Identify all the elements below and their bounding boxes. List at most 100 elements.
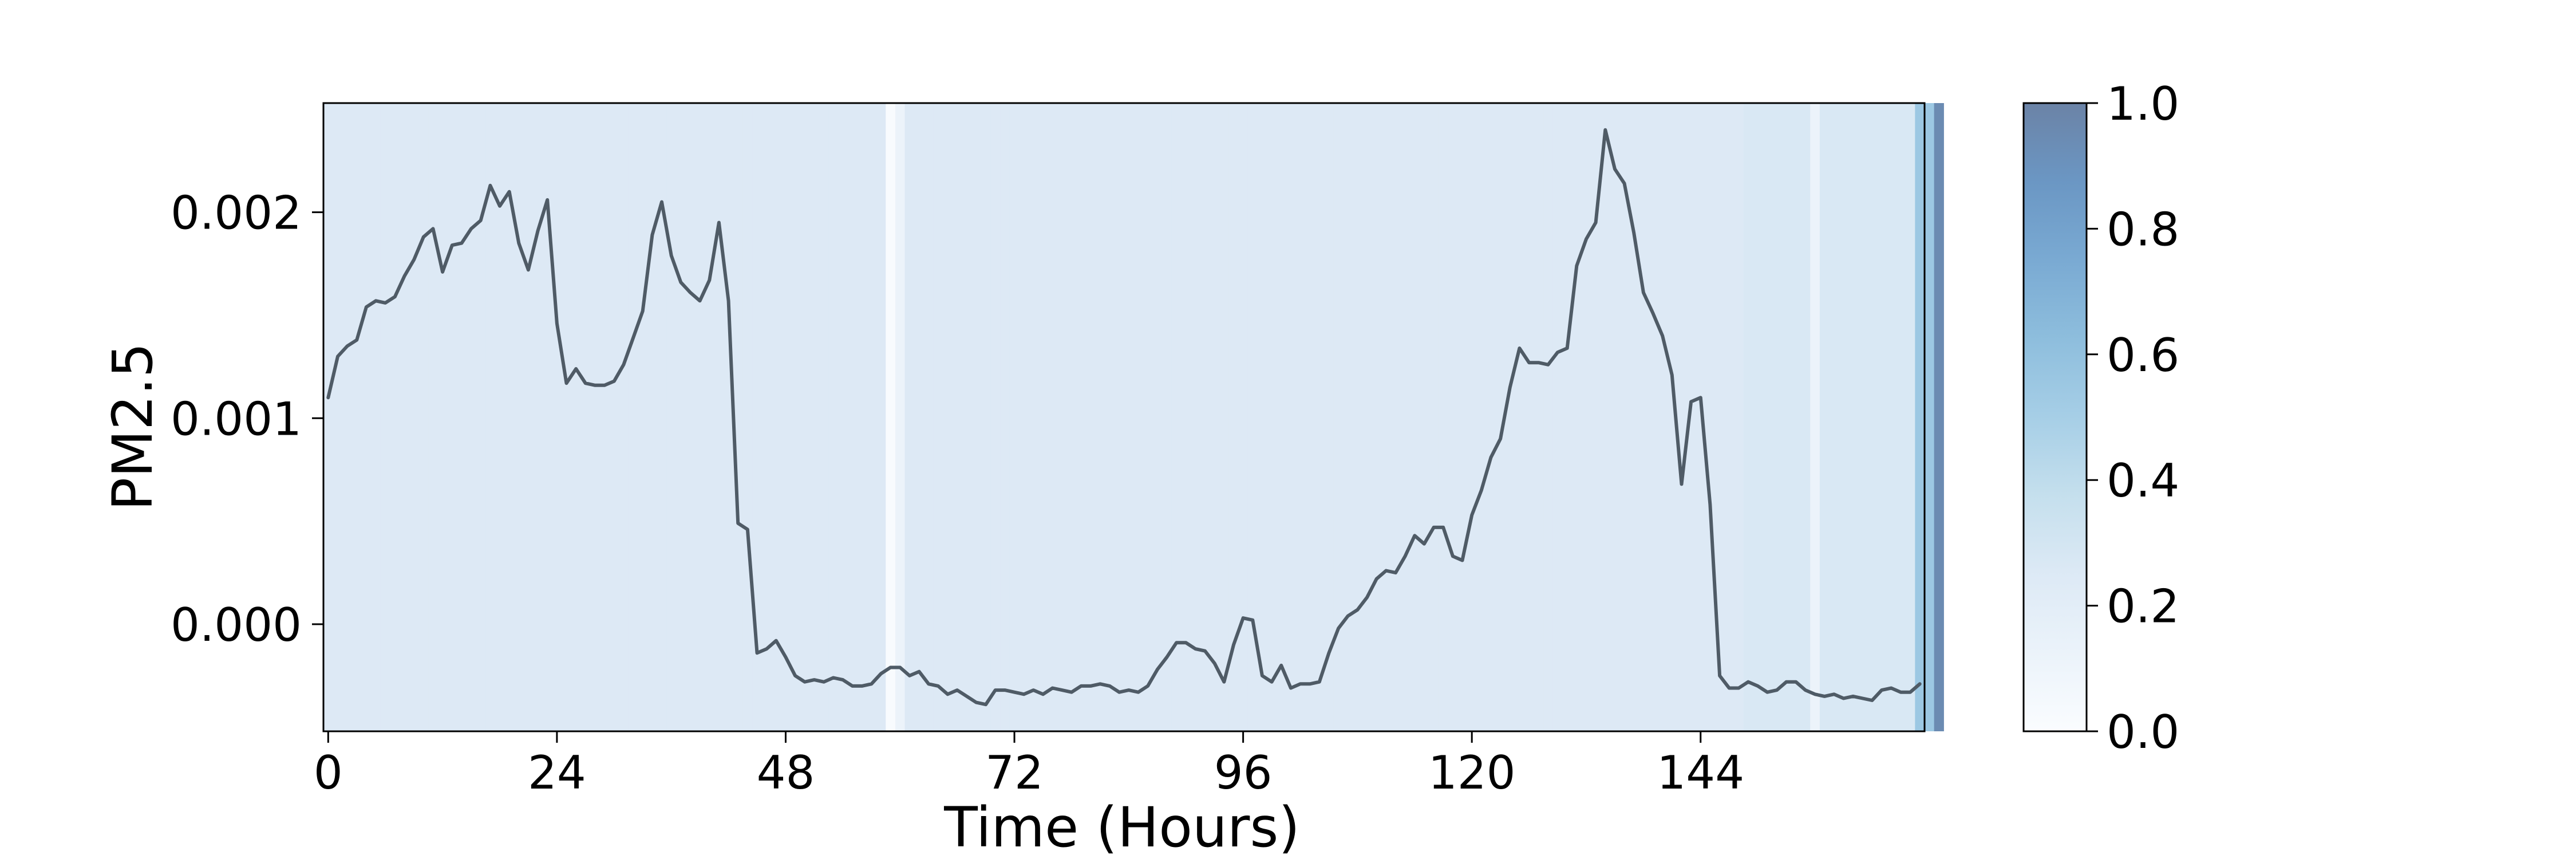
attention-band (1057, 103, 1068, 731)
attention-band (886, 103, 896, 731)
attention-band (809, 103, 820, 731)
attention-band (638, 103, 648, 731)
attention-band (742, 103, 753, 731)
attention-band (1133, 103, 1144, 731)
attention-band (771, 103, 781, 731)
attention-band (1867, 103, 1878, 731)
attention-band (351, 103, 362, 731)
attention-band (418, 103, 429, 731)
attention-band (1810, 103, 1820, 731)
attention-band (495, 103, 505, 731)
attention-band (400, 103, 410, 731)
attention-band (876, 103, 886, 731)
x-tick-label: 24 (528, 746, 586, 799)
attention-band (371, 103, 381, 731)
attention-band (409, 103, 420, 731)
attention-band (1467, 103, 1477, 731)
attention-band (1714, 103, 1725, 731)
attention-band (1848, 103, 1859, 731)
x-tick-label: 0 (314, 746, 343, 799)
attention-band (685, 103, 696, 731)
attention-band (923, 103, 934, 731)
attention-band (904, 103, 915, 731)
attention-band (447, 103, 457, 731)
attention-band (1105, 103, 1115, 731)
colorbar-ticks: 0.0 0.2 0.4 0.6 0.8 1.0 (2087, 77, 2179, 759)
x-axis-title: Time (Hours) (943, 795, 1300, 859)
attention-band (342, 103, 353, 731)
attention-band (1162, 103, 1172, 731)
attention-band (1419, 103, 1429, 731)
attention-band (1457, 103, 1468, 731)
attention-band (1267, 103, 1277, 731)
attention-band (676, 103, 686, 731)
attention-band (1648, 103, 1658, 731)
attention-band (552, 103, 562, 731)
attention-band (562, 103, 572, 731)
attention-band (1362, 103, 1372, 731)
attention-band (866, 103, 877, 731)
attention-band (943, 103, 953, 731)
attention-band (1839, 103, 1849, 731)
attention-band (1829, 103, 1839, 731)
attention-band (542, 103, 553, 731)
attention-band (457, 103, 467, 731)
attention-band (647, 103, 658, 731)
attention-band (1543, 103, 1554, 731)
colorbar-gradient (2024, 103, 2087, 731)
attention-band (838, 103, 848, 731)
attention-band (1152, 103, 1163, 731)
y-axis-title: PM2.5 (101, 342, 165, 510)
attention-band (1762, 103, 1773, 731)
attention-band (1085, 103, 1096, 731)
attention-band (790, 103, 801, 731)
attention-band (1247, 103, 1258, 731)
attention-band (1181, 103, 1191, 731)
y-tick-label: 0.001 (171, 392, 302, 446)
attention-band (1858, 103, 1868, 731)
attention-band (1000, 103, 1010, 731)
attention-band (1048, 103, 1058, 731)
attention-band (952, 103, 963, 731)
attention-band (1886, 103, 1897, 731)
attention-band (1915, 103, 1925, 731)
attention-band (857, 103, 867, 731)
attention-band (1333, 103, 1344, 731)
pm25-series-line (326, 128, 1922, 707)
attention-band (1591, 103, 1601, 731)
attention-band (1505, 103, 1515, 731)
y-tick-label: 0.002 (171, 187, 302, 240)
attention-band (1753, 103, 1763, 731)
attention-band (962, 103, 972, 731)
colorbar-tick-label: 1.0 (2107, 77, 2179, 131)
attention-band (1343, 103, 1353, 731)
colorbar-tick-label: 0.2 (2107, 580, 2179, 633)
attention-band (657, 103, 667, 731)
attention-band (1171, 103, 1182, 731)
x-tick-label: 120 (1428, 746, 1516, 799)
attention-band (761, 103, 772, 731)
attention-band (504, 103, 515, 731)
attention-band (533, 103, 543, 731)
attention-band (666, 103, 677, 731)
attention-band (1286, 103, 1296, 731)
attention-band (390, 103, 400, 731)
attention-band (847, 103, 858, 731)
attention-band (1066, 103, 1077, 731)
colorbar-tick-label: 0.0 (2107, 706, 2179, 759)
attention-band (1781, 103, 1792, 731)
attention-band (971, 103, 982, 731)
attention-band (933, 103, 943, 731)
attention-band (1124, 103, 1134, 731)
attention-band (695, 103, 705, 731)
attention-band (1228, 103, 1239, 731)
attention-band (428, 103, 438, 731)
attention-band (1925, 103, 1935, 731)
attention-band (485, 103, 496, 731)
attention-band (990, 103, 1001, 731)
attention-band (1629, 103, 1639, 731)
y-axis-ticks: 0.000 0.001 0.002 (171, 187, 323, 652)
attention-band (1772, 103, 1782, 731)
attention-band (1390, 103, 1401, 731)
attention-band (828, 103, 839, 731)
